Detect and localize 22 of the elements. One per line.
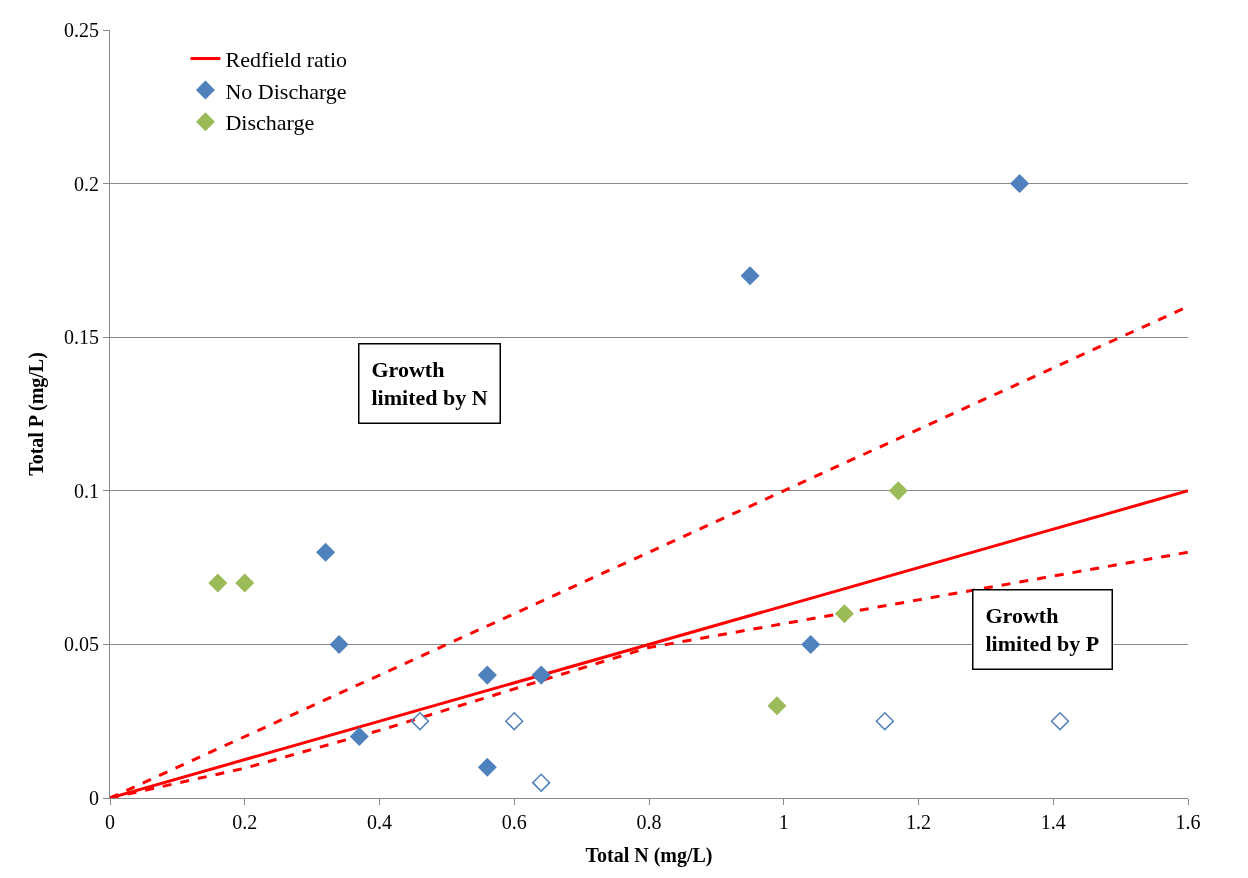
legend-label: Redfield ratio — [225, 47, 348, 73]
y-tick-label: 0 — [89, 787, 99, 809]
annotation: Growth limited by N — [371, 356, 488, 411]
x-tick-label: 0.2 — [232, 811, 258, 833]
y-axis-title: Total P (mg/L) — [24, 352, 48, 476]
legend-label: No Discharge — [225, 78, 347, 104]
x-tick-label: 0.6 — [501, 811, 527, 833]
x-tick-label: 0.8 — [636, 811, 662, 833]
x-tick-label: 1.6 — [1175, 811, 1201, 833]
x-tick-label: 0.4 — [367, 811, 392, 833]
x-axis-title: Total N (mg/L) — [585, 843, 713, 867]
x-tick-label: 1.4 — [1040, 811, 1066, 833]
legend-label: Discharge — [225, 110, 315, 136]
x-tick-label: 1.2 — [906, 811, 931, 833]
annotation: Growth limited by P — [985, 602, 1100, 657]
x-tick-label: 1 — [778, 811, 789, 833]
y-tick-label: 0.25 — [64, 19, 99, 41]
y-tick-label: 0.2 — [74, 172, 99, 195]
y-tick-label: 0.05 — [64, 633, 99, 656]
x-tick-label: 0 — [105, 811, 115, 833]
y-tick-label: 0.15 — [64, 326, 99, 349]
y-tick-label: 0.1 — [74, 479, 99, 502]
